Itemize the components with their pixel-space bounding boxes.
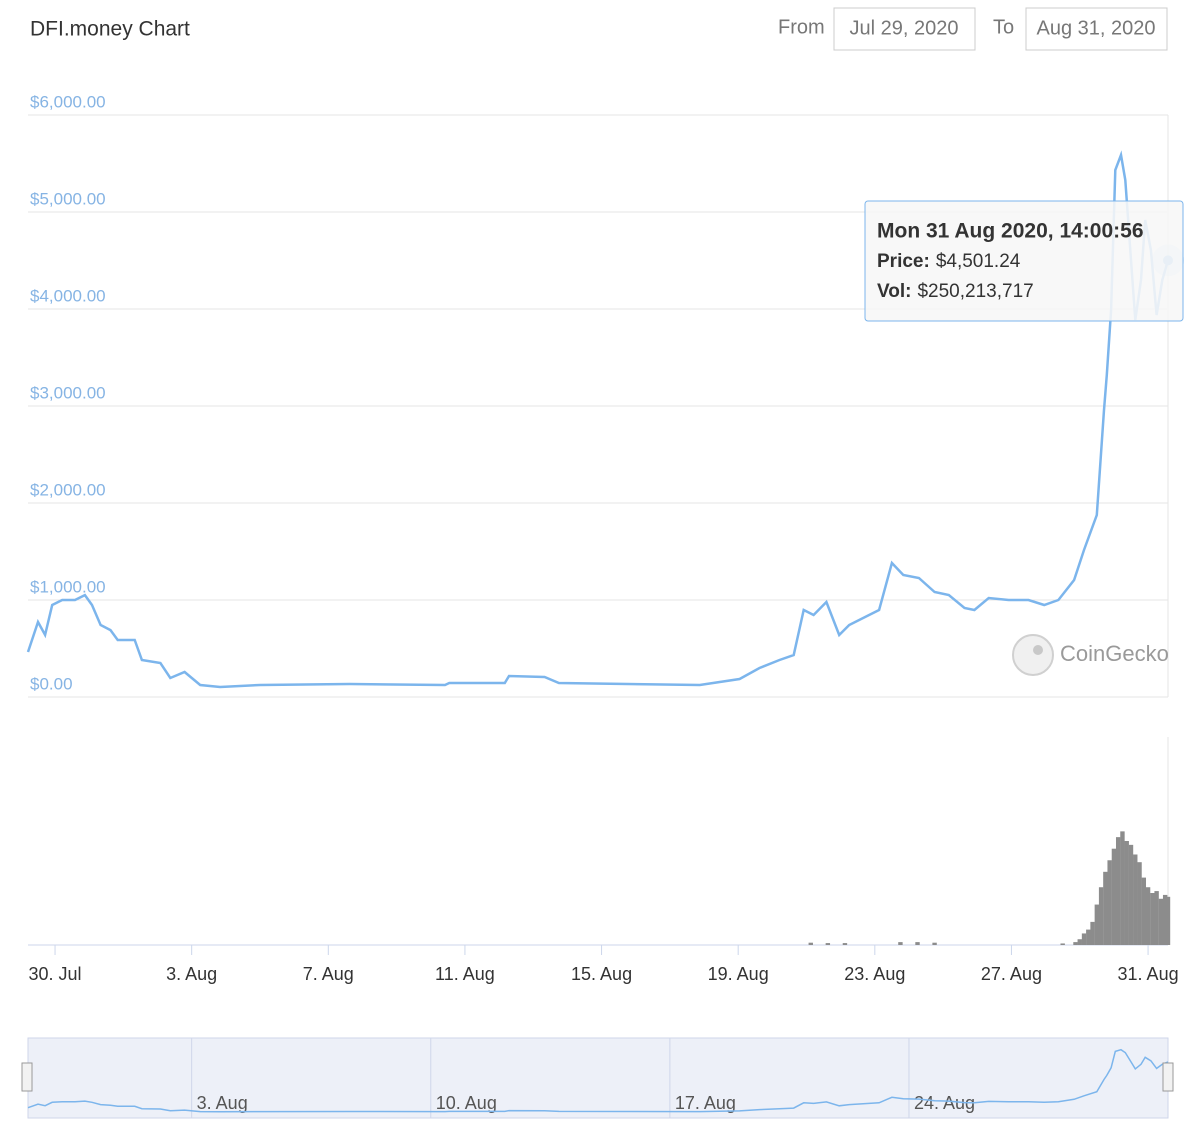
watermark-logo-eye <box>1033 645 1043 655</box>
volume-bar <box>1094 904 1100 945</box>
watermark: CoinGecko <box>1060 641 1169 666</box>
volume-bar <box>1098 887 1104 945</box>
x-tick-label: 11. Aug <box>435 964 495 984</box>
x-tick-label: 23. Aug <box>844 964 905 984</box>
volume-bar <box>1141 877 1147 945</box>
y-tick-label: $2,000.00 <box>30 480 106 499</box>
x-tick-label: 19. Aug <box>708 964 769 984</box>
x-tick-label: 7. Aug <box>303 964 354 984</box>
x-tick-label: 3. Aug <box>166 964 217 984</box>
navigator-tick-label: 3. Aug <box>197 1093 248 1113</box>
to-input[interactable] <box>1025 7 1168 51</box>
tooltip-title: Mon 31 Aug 2020, 14:00:56 <box>877 220 1144 243</box>
volume-bar <box>915 942 920 945</box>
to-date: Aug 31, 2020 <box>1037 17 1156 39</box>
from-date: Jul 29, 2020 <box>850 17 959 39</box>
x-tick-label: 15. Aug <box>571 964 632 984</box>
x-tick-label: 27. Aug <box>981 964 1042 984</box>
tooltip-vol-label: Vol: <box>877 281 911 302</box>
volume-bar <box>1128 844 1134 945</box>
y-tick-label: $3,000.00 <box>30 383 106 402</box>
volume-bar <box>1073 942 1078 945</box>
volume-bar <box>1081 933 1087 945</box>
navigator-handle[interactable] <box>21 1062 33 1092</box>
volume-bar <box>932 942 937 945</box>
volume-bar <box>1120 831 1125 945</box>
volume-bar <box>842 943 848 945</box>
tooltip-price: Price: $4,501.24 <box>877 251 1021 272</box>
volume-bar <box>808 942 813 945</box>
tooltip-vol-value: $250,213,717 <box>917 281 1033 302</box>
navigator-handle[interactable] <box>1162 1062 1174 1092</box>
y-tick-label: $6,000.00 <box>30 92 106 111</box>
volume-bar <box>1090 921 1095 945</box>
volume-bar <box>1077 939 1082 945</box>
y-tick-label: $4,000.00 <box>30 286 106 305</box>
volume-bar <box>1154 891 1159 945</box>
x-tick-label: 31. Aug <box>1118 964 1179 984</box>
y-tick-label: $0.00 <box>30 674 73 693</box>
volume-bar <box>1107 860 1112 945</box>
navigator-tick-label: 17. Aug <box>675 1093 736 1113</box>
watermark-logo <box>1012 634 1054 676</box>
volume-bar <box>825 943 831 945</box>
volume-bar <box>898 942 903 945</box>
volume-bar <box>1124 841 1129 945</box>
volume-bar <box>1115 837 1121 945</box>
volume-bar <box>1137 862 1142 945</box>
tooltip-box <box>864 200 1184 322</box>
volume-bar <box>1158 898 1164 945</box>
volume-bar <box>1103 871 1108 945</box>
volume-bar <box>1165 896 1171 945</box>
tooltip-vol: Vol: $250,213,717 <box>877 281 1034 302</box>
chart-title: DFI.money Chart <box>30 18 190 41</box>
navigator-tick-label: 10. Aug <box>436 1093 497 1113</box>
volume-bar <box>1162 894 1168 945</box>
volume-bar <box>1111 848 1117 945</box>
navigator-line <box>27 1048 1169 1113</box>
navigator-layer: 3. Aug 10. Aug 17. Aug 24. Aug <box>27 1038 1169 1118</box>
tooltip-price-value: $4,501.24 <box>936 251 1021 272</box>
navigator[interactable] <box>27 1037 1169 1119</box>
volume-bar <box>1060 943 1065 945</box>
volume-bar <box>1150 893 1155 945</box>
from-label: From <box>778 16 825 38</box>
volume-bar <box>1145 887 1151 945</box>
x-tick-label: 30. Jul <box>29 964 82 984</box>
navigator-tick-label: 24. Aug <box>914 1093 975 1113</box>
to-label: To <box>993 16 1014 38</box>
from-input[interactable] <box>833 7 976 51</box>
y-tick-label: $1,000.00 <box>30 577 106 596</box>
volume-bar <box>1133 854 1138 945</box>
volume-bar <box>1086 929 1091 945</box>
y-tick-label: $5,000.00 <box>30 189 106 208</box>
tooltip-price-label: Price: <box>877 251 930 272</box>
